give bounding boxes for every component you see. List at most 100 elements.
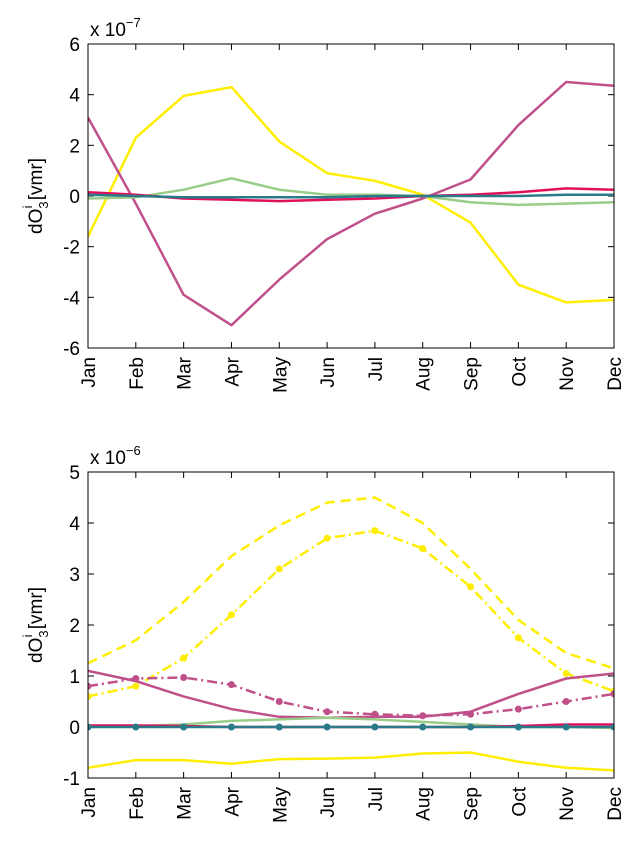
x-tick-label: May xyxy=(270,357,291,393)
y-scale-label: x 10−6 xyxy=(90,443,141,469)
x-tick-label: Apr xyxy=(222,786,243,816)
series-marker xyxy=(88,682,92,690)
series-marker xyxy=(227,681,235,689)
subplot: -6 -4 -2 0 2 4 6 Jan Feb Mar Apr May Jun Jul Aug Sep Oct… xyxy=(20,15,624,393)
series-marker xyxy=(275,698,283,705)
y-tick-label: -6 xyxy=(63,339,80,360)
series-marker xyxy=(371,723,379,731)
series-marker xyxy=(562,698,570,705)
series-marker xyxy=(132,675,140,683)
series-marker xyxy=(419,723,427,731)
series-marker xyxy=(88,692,92,700)
series-line xyxy=(88,193,614,199)
y-tick-label: -4 xyxy=(63,288,80,309)
series-group xyxy=(88,496,614,772)
series-marker xyxy=(514,723,522,731)
series-marker xyxy=(467,710,475,718)
x-tick-label: Feb xyxy=(127,357,148,390)
subplot: -1 0 1 2 3 4 5 Jan Feb Mar Apr May Jun Jul Aug Sep Oct No… xyxy=(20,443,624,823)
series-group xyxy=(88,80,614,327)
y-tick-label: 2 xyxy=(69,616,80,637)
y-label-unit: [vmr] xyxy=(26,587,47,629)
x-tick-label: Mar xyxy=(175,356,196,389)
series-marker xyxy=(132,682,140,690)
series-marker xyxy=(419,712,427,720)
series-marker xyxy=(180,674,188,682)
y-scale-base: x 10 xyxy=(90,448,126,469)
series-marker xyxy=(467,723,475,731)
series-marker xyxy=(514,634,522,642)
y-tick-label: 4 xyxy=(69,86,80,107)
series-marker xyxy=(88,723,92,731)
series-marker xyxy=(371,710,379,718)
x-tick-label: Mar xyxy=(175,786,196,819)
series-marker xyxy=(323,708,331,716)
series-marker xyxy=(323,723,331,731)
series-marker xyxy=(275,565,283,573)
x-tick-label: Jan xyxy=(79,787,100,818)
y-label-base: dO xyxy=(26,209,47,234)
x-tick-label: May xyxy=(270,787,291,823)
series-marker xyxy=(610,690,614,698)
y-scale-exponent: −6 xyxy=(126,443,141,458)
series-marker xyxy=(323,534,331,542)
y-label-base: dO xyxy=(26,638,47,663)
series-line xyxy=(88,496,614,670)
series-marker xyxy=(514,705,522,713)
x-tick-label: Nov xyxy=(557,787,578,821)
x-tick-label: Feb xyxy=(127,787,148,820)
series-marker xyxy=(227,723,235,731)
series-marker xyxy=(562,723,570,731)
x-tick-label: Aug xyxy=(414,357,435,391)
y-label-unit: [vmr] xyxy=(26,158,47,200)
series-line xyxy=(88,751,614,772)
x-tick-label: Jan xyxy=(79,357,100,388)
x-tick-label: Aug xyxy=(414,787,435,821)
x-tick-label: Oct xyxy=(509,786,530,816)
series-line xyxy=(88,80,614,327)
x-tick-label: Jun xyxy=(318,787,339,818)
y-tick-label: 2 xyxy=(69,136,80,157)
series-marker xyxy=(562,669,570,677)
series-marker xyxy=(227,611,235,619)
y-scale-base: x 10 xyxy=(90,20,126,41)
y-scale-label: x 10−7 xyxy=(90,15,141,41)
y-tick-label: -2 xyxy=(63,238,80,259)
series-marker xyxy=(180,723,188,731)
y-tick-label: 1 xyxy=(69,667,80,688)
x-tick-label: Sep xyxy=(462,357,483,391)
y-tick-label: 5 xyxy=(69,463,80,484)
series-marker xyxy=(419,545,427,552)
y-tick-label: 0 xyxy=(69,718,80,739)
axes-frame xyxy=(87,43,615,349)
x-tick-label: Jun xyxy=(318,357,339,388)
y-tick-label: 4 xyxy=(69,514,80,535)
series-line xyxy=(88,85,614,304)
x-tick-label: Jul xyxy=(366,357,387,381)
series-marker xyxy=(132,723,140,731)
y-scale-exponent: −7 xyxy=(126,15,141,30)
series-line xyxy=(88,669,614,720)
y-label-sup: i xyxy=(20,205,35,208)
y-label-sub: 3 xyxy=(36,201,51,208)
series-marker xyxy=(180,654,188,662)
x-tick-label: Dec xyxy=(605,357,624,391)
y-label-sup: i xyxy=(20,634,35,637)
series-marker xyxy=(275,723,283,731)
y-axis-label: dO3i [vmr] xyxy=(20,587,51,663)
y-tick-label: -1 xyxy=(63,769,80,790)
y-axis-label: dO3i [vmr] xyxy=(20,158,51,234)
series-marker xyxy=(371,527,379,535)
x-tick-label: Dec xyxy=(605,787,624,821)
series-line xyxy=(88,676,614,718)
series-marker xyxy=(467,583,475,591)
x-tick-label: Nov xyxy=(557,357,578,391)
y-tick-label: 0 xyxy=(69,187,80,208)
x-tick-label: Apr xyxy=(222,356,243,386)
series-marker xyxy=(610,723,614,731)
series-line xyxy=(88,529,614,698)
y-label-sub: 3 xyxy=(36,630,51,637)
y-tick-label: 6 xyxy=(69,35,80,56)
x-tick-label: Jul xyxy=(366,787,387,811)
